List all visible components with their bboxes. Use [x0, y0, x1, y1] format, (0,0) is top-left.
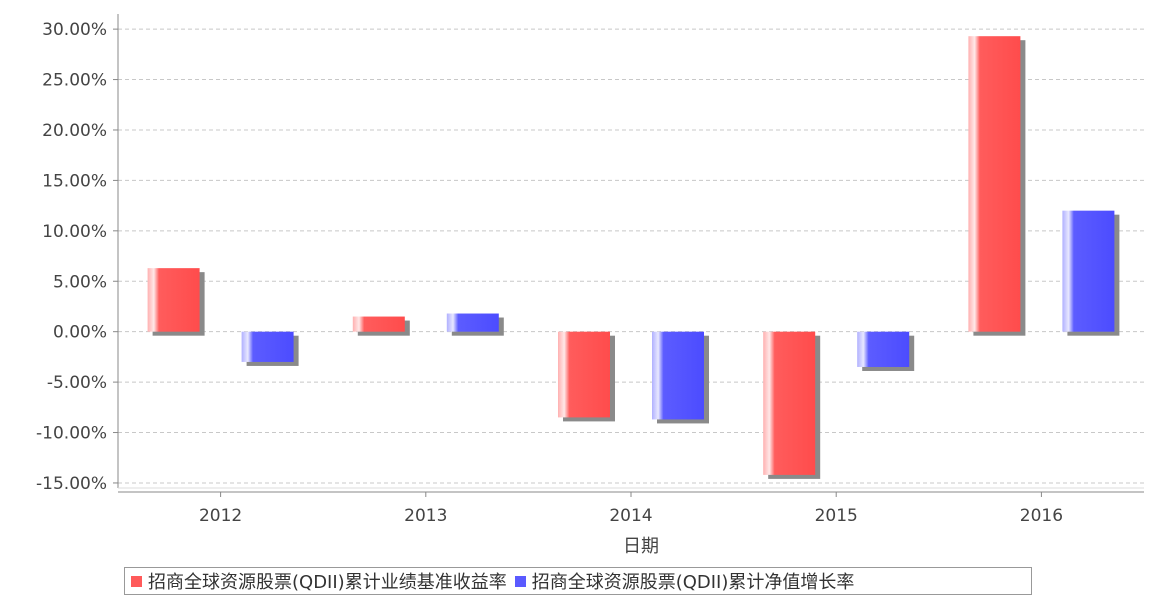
y-tick-label: 25.00% — [42, 71, 107, 91]
x-tick-label: 2016 — [1020, 506, 1063, 526]
y-tick-label: 20.00% — [42, 121, 107, 141]
bar-nav-growth-2015 — [857, 332, 909, 367]
y-tick-label: 0.00% — [53, 323, 107, 343]
y-tick-label: -10.00% — [36, 424, 107, 444]
y-axis: 30.00% 25.00% 20.00% 15.00% 10.00% 5.00% 0.00%… — [36, 20, 118, 494]
y-tick-label: -5.00% — [47, 373, 107, 393]
bar-nav-growth-2013 — [447, 314, 499, 332]
legend-swatch-red — [131, 576, 142, 587]
bar-nav-growth-2016 — [1062, 211, 1114, 332]
bar-benchmark-2014 — [558, 332, 610, 418]
legend-label-nav-growth: 招商全球资源股票(QDII)累计净值增长率 — [532, 568, 855, 594]
legend: 招商全球资源股票(QDII)累计业绩基准收益率 招商全球资源股票(QDII)累计… — [124, 567, 1032, 595]
bar-nav-growth-2014 — [652, 332, 704, 420]
legend-item-nav-growth: 招商全球资源股票(QDII)累计净值增长率 — [515, 568, 855, 594]
y-tick-label: -15.00% — [36, 474, 107, 494]
y-tick-label: 5.00% — [53, 272, 107, 292]
bar-chart: 30.00% 25.00% 20.00% 15.00% 10.00% 5.00% 0.00%… — [0, 0, 1156, 566]
legend-swatch-blue — [515, 576, 526, 587]
legend-item-benchmark: 招商全球资源股票(QDII)累计业绩基准收益率 — [131, 568, 507, 594]
bar-benchmark-2012 — [148, 268, 200, 332]
bar-nav-growth-2012 — [242, 332, 294, 362]
x-axis: 2012 2013 2014 2015 2016 — [199, 492, 1063, 526]
y-tick-label: 30.00% — [42, 20, 107, 40]
x-tick-label: 2013 — [404, 506, 447, 526]
bar-benchmark-2013 — [353, 317, 405, 332]
x-tick-label: 2012 — [199, 506, 242, 526]
x-tick-label: 2015 — [815, 506, 858, 526]
bar-benchmark-2015 — [763, 332, 815, 475]
x-tick-label: 2014 — [609, 506, 652, 526]
legend-label-benchmark: 招商全球资源股票(QDII)累计业绩基准收益率 — [148, 568, 507, 594]
y-tick-label: 10.00% — [42, 222, 107, 242]
y-tick-label: 15.00% — [42, 171, 107, 191]
x-axis-title: 日期 — [623, 536, 659, 557]
bar-benchmark-2016 — [968, 36, 1020, 331]
